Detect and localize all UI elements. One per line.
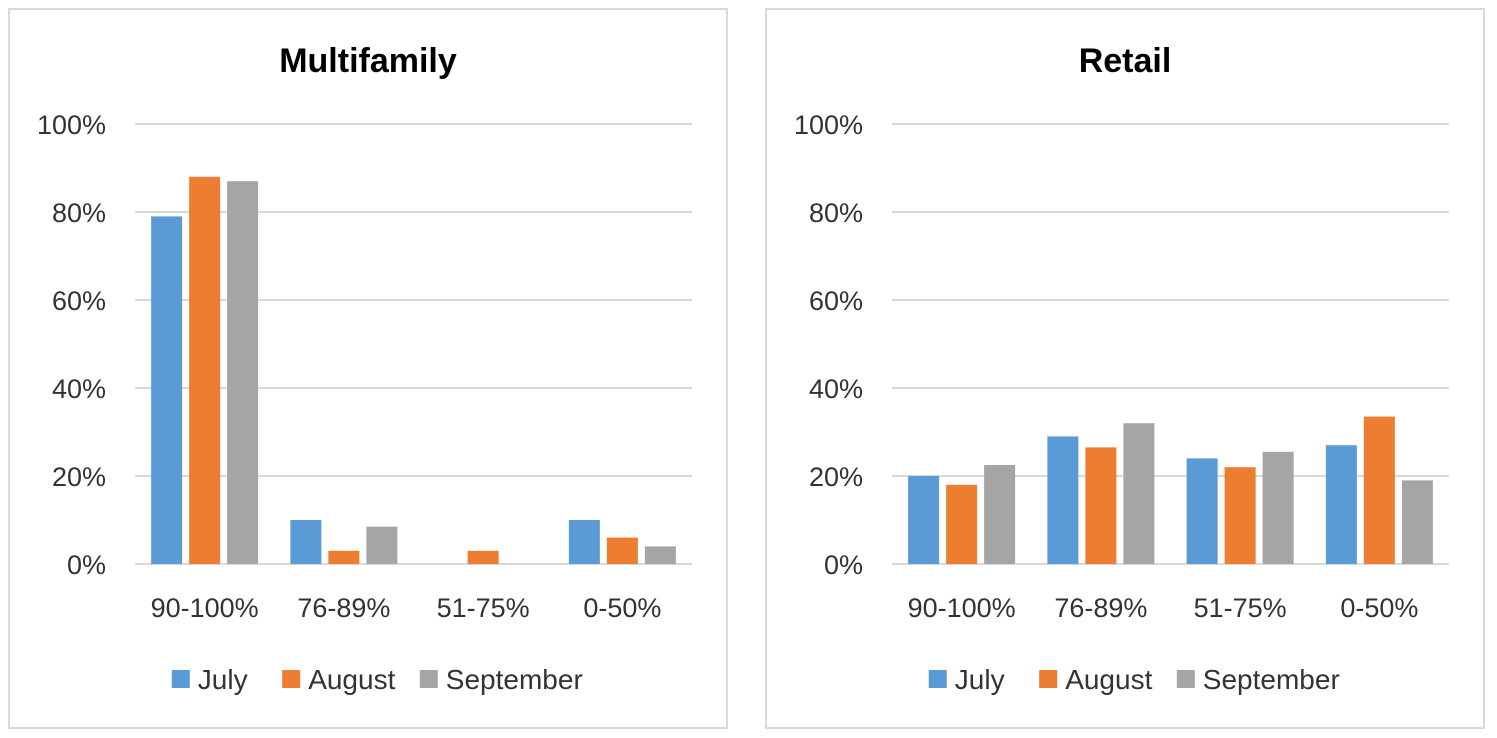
- x-tick-label: 0-50%: [1340, 593, 1418, 623]
- chart-retail: Retail 0% 20% 40% 60% 80% 100% 90-100% 76-89% 51-…: [794, 42, 1449, 695]
- y-tick-label: 100%: [37, 110, 106, 140]
- x-tick-label: 76-89%: [297, 593, 390, 623]
- chart-multifamily: Multifamily 0% 20% 40% 60% 80% 100% 90-100% 76-8…: [37, 42, 692, 695]
- bar-august-51-75: [1224, 467, 1256, 564]
- chart-panel-multifamily: Multifamily 0% 20% 40% 60% 80% 100% 90-100% 76-8…: [8, 8, 728, 729]
- x-tick-label: 90-100%: [908, 593, 1016, 623]
- bar-september-51-75: [1262, 451, 1294, 564]
- legend-label-july: July: [198, 664, 248, 695]
- bar-july-0-50: [1325, 445, 1357, 564]
- legend-label-september: September: [1203, 664, 1340, 695]
- bar-august-0-50: [606, 537, 638, 564]
- legend-swatch-july: [171, 670, 190, 688]
- legend-swatch-september: [1176, 670, 1195, 688]
- bar-august-76-89: [1085, 447, 1117, 564]
- bar-september-90-100: [984, 465, 1016, 564]
- legend-label-august: August: [1065, 664, 1152, 695]
- bar-august-90-100: [189, 176, 221, 565]
- chart-panel-retail: Retail 0% 20% 40% 60% 80% 100% 90-100% 76-89% 51-…: [765, 8, 1485, 729]
- bar-september-76-89: [366, 526, 398, 564]
- chart-title: Retail: [1079, 42, 1172, 80]
- y-tick-label: 80%: [52, 198, 106, 228]
- legend-swatch-august: [1039, 670, 1058, 688]
- y-tick-label: 20%: [809, 462, 863, 492]
- y-tick-label: 60%: [52, 286, 106, 316]
- bar-september-76-89: [1123, 423, 1155, 564]
- legend-label-august: August: [308, 664, 395, 695]
- y-tick-label: 0%: [67, 550, 106, 580]
- bar-august-76-89: [328, 550, 360, 564]
- y-tick-label: 100%: [794, 110, 863, 140]
- bar-september-90-100: [227, 181, 259, 564]
- x-tick-label: 0-50%: [583, 593, 661, 623]
- bar-july-90-100: [908, 476, 940, 564]
- x-tick-label: 90-100%: [151, 593, 259, 623]
- bar-july-0-50: [568, 520, 600, 564]
- legend-label-september: September: [446, 664, 583, 695]
- y-tick-label: 80%: [809, 198, 863, 228]
- bar-september-0-50: [644, 546, 676, 564]
- legend-swatch-july: [928, 670, 947, 688]
- y-tick-label: 0%: [824, 550, 863, 580]
- bar-july-90-100: [151, 216, 183, 564]
- legend-swatch-august: [282, 670, 301, 688]
- x-tick-label: 51-75%: [437, 593, 530, 623]
- legend-label-july: July: [955, 664, 1005, 695]
- legend-swatch-september: [419, 670, 438, 688]
- bar-july-76-89: [1047, 436, 1079, 564]
- bar-july-51-75: [1186, 458, 1218, 564]
- x-tick-label: 51-75%: [1194, 593, 1287, 623]
- bar-august-51-75: [467, 550, 499, 564]
- x-tick-label: 76-89%: [1054, 593, 1147, 623]
- bar-august-90-100: [946, 484, 978, 564]
- y-tick-label: 40%: [52, 374, 106, 404]
- bar-july-76-89: [290, 520, 322, 564]
- y-tick-label: 20%: [52, 462, 106, 492]
- bar-august-0-50: [1363, 416, 1395, 564]
- y-tick-label: 40%: [809, 374, 863, 404]
- chart-title: Multifamily: [279, 42, 457, 80]
- bar-september-0-50: [1401, 480, 1433, 564]
- y-tick-label: 60%: [809, 286, 863, 316]
